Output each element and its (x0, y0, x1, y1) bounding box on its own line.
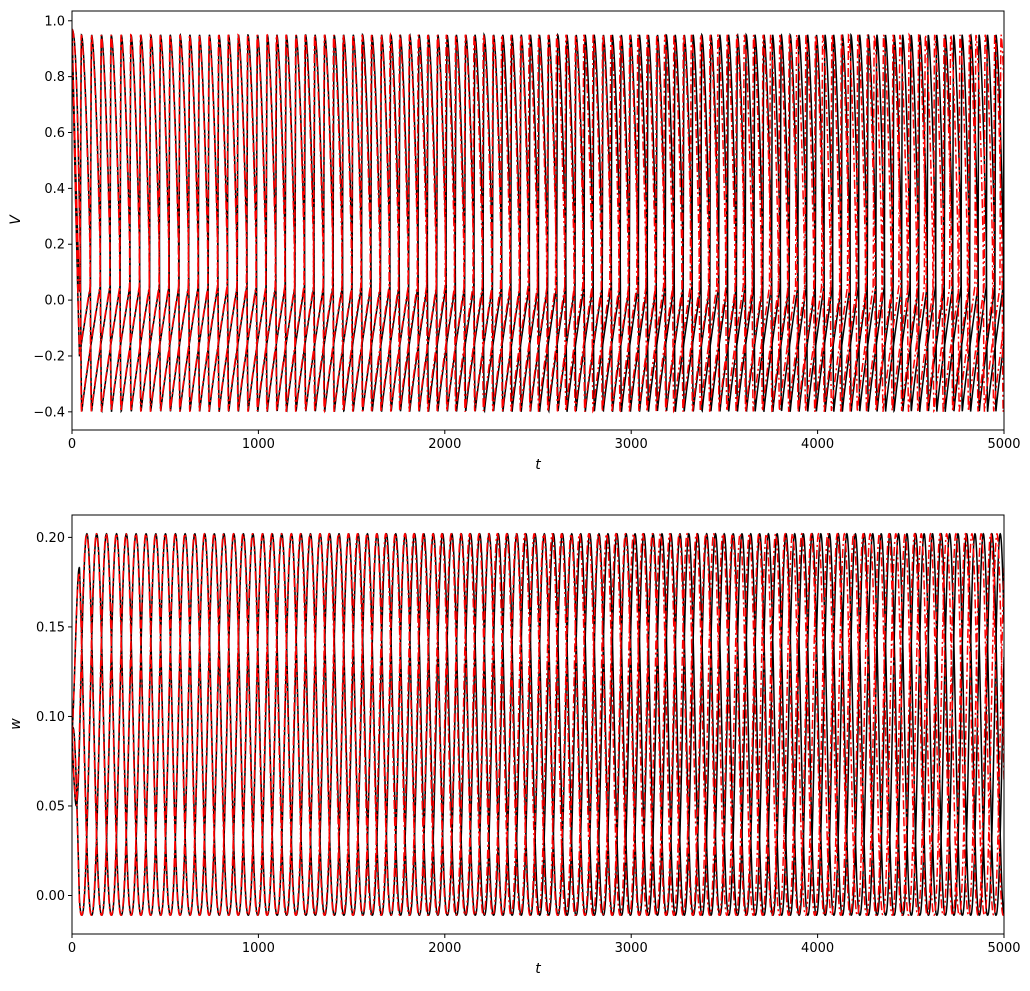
v-series-red-trace-2 (72, 29, 1004, 414)
w-x-axis-label: t (535, 961, 541, 977)
v-y-tick-label: −0.4 (33, 405, 65, 420)
w-y-ticks: 0.00 0.05 0.10 0.15 0.20 (36, 531, 72, 904)
v-x-tick-label: 2000 (428, 437, 461, 452)
w-x-tick-label: 5000 (987, 941, 1020, 956)
v-y-tick-label: 0.2 (44, 238, 65, 253)
w-x-tick-label: 0 (68, 941, 76, 956)
w-x-ticks: 0 1000 2000 3000 4000 5000 (68, 934, 1021, 956)
w-x-tick-label: 2000 (428, 941, 461, 956)
v-x-tick-label: 0 (68, 437, 76, 452)
v-axes-frame (71, 10, 1005, 431)
w-series-black-trace-3 (72, 532, 1004, 916)
v-x-tick-label: 4000 (801, 437, 834, 452)
v-y-tick-label: 0.6 (44, 126, 65, 141)
w-y-tick-label: 0.10 (36, 710, 65, 725)
w-panel: 0 1000 2000 3000 4000 5000 0.000.050.100.150.… (8, 514, 1021, 977)
v-plot-area (72, 28, 1004, 414)
w-series-red-trace-1 (72, 532, 1004, 917)
v-y-axis-label: V (8, 214, 24, 225)
v-series-red-trace-3 (72, 28, 1004, 414)
v-y-tick-label: −0.2 (33, 349, 65, 364)
v-x-tick-label: 1000 (242, 437, 275, 452)
w-y-tick-label: 0.00 (36, 889, 65, 904)
w-y-tick-label: 0.20 (36, 531, 65, 546)
w-series-red-trace-2 (72, 532, 1004, 916)
w-plot-area (72, 532, 1004, 917)
v-x-tick-label: 3000 (615, 437, 648, 452)
w-x-tick-label: 4000 (801, 941, 834, 956)
w-y-tick-label: 0.05 (36, 799, 65, 814)
w-x-tick-label: 1000 (242, 941, 275, 956)
v-x-tick-label: 5000 (987, 437, 1020, 452)
w-y-axis-label: w (8, 718, 24, 730)
v-x-axis-label: t (535, 457, 541, 473)
v-x-ticks: 0 1000 2000 3000 4000 5000 (68, 430, 1021, 452)
v-y-tick-label: 0.8 (44, 70, 65, 85)
w-axes-frame (71, 514, 1005, 935)
v-y-tick-label: 0.0 (44, 294, 65, 309)
v-y-tick-label: 0.4 (44, 182, 65, 197)
w-y-tick-label: 0.15 (36, 620, 65, 635)
w-series-red-trace-3 (72, 532, 1004, 916)
v-y-tick-label: 1.0 (44, 14, 65, 29)
w-x-tick-label: 3000 (615, 941, 648, 956)
v-y-ticks: −0.4 −0.2 0.0 0.2 0.4 0.6 0.8 1.0 (33, 14, 72, 420)
v-panel: 0 1000 2000 3000 4000 5000 −0.4 −0.2 0.0 0.2 0.4 0… (8, 10, 1021, 473)
